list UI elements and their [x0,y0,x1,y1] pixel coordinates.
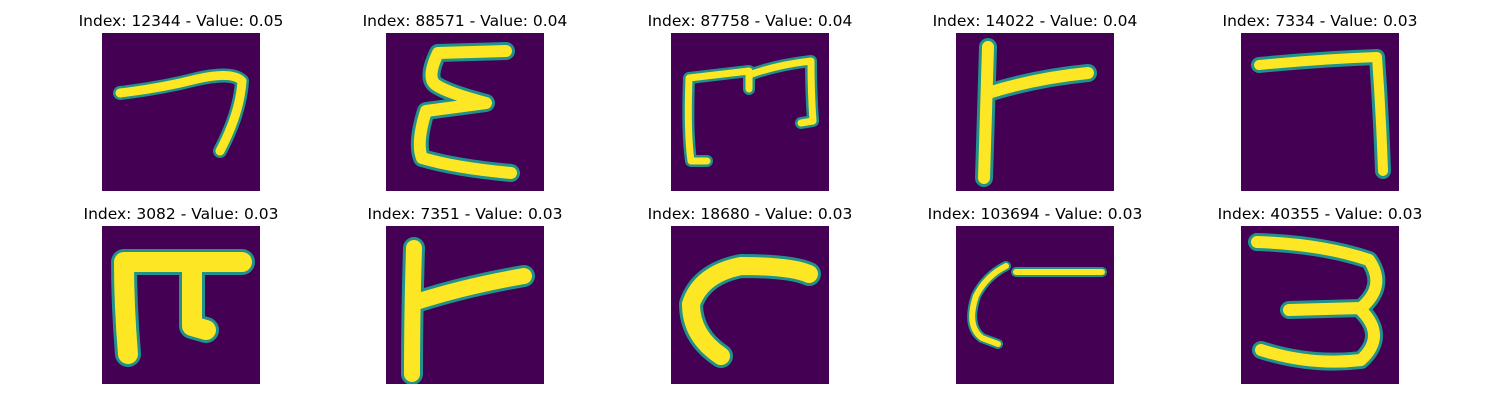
panel-image [1241,33,1399,191]
panel-title: Index: 7351 - Value: 0.03 [367,205,563,223]
panel-title: Index: 3082 - Value: 0.03 [83,205,279,223]
panel-title: Index: 103694 - Value: 0.03 [927,205,1143,223]
panel-image [956,226,1114,384]
panel-7: Index: 7351 - Value: 0.03 [345,205,585,395]
panel-image [386,226,544,384]
panel-2: Index: 88571 - Value: 0.04 [345,12,585,202]
panel-9: Index: 103694 - Value: 0.03 [915,205,1155,395]
panel-title: Index: 40355 - Value: 0.03 [1217,205,1423,223]
panel-image [102,33,260,191]
panel-1: Index: 12344 - Value: 0.05 [61,12,301,202]
panel-image [671,33,829,191]
panel-8: Index: 18680 - Value: 0.03 [630,205,870,395]
panel-title: Index: 7334 - Value: 0.03 [1222,12,1418,30]
panel-image [102,226,260,384]
panel-image [1241,226,1399,384]
panel-title: Index: 87758 - Value: 0.04 [647,12,853,30]
panel-title: Index: 18680 - Value: 0.03 [647,205,853,223]
panel-image [956,33,1114,191]
panel-6: Index: 3082 - Value: 0.03 [61,205,301,395]
panel-5: Index: 7334 - Value: 0.03 [1200,12,1440,202]
panel-image [386,33,544,191]
panel-4: Index: 14022 - Value: 0.04 [915,12,1155,202]
panel-3: Index: 87758 - Value: 0.04 [630,12,870,202]
panel-10: Index: 40355 - Value: 0.03 [1200,205,1440,395]
panel-title: Index: 14022 - Value: 0.04 [932,12,1138,30]
panel-image [671,226,829,384]
panel-title: Index: 88571 - Value: 0.04 [362,12,568,30]
panel-title: Index: 12344 - Value: 0.05 [78,12,284,30]
